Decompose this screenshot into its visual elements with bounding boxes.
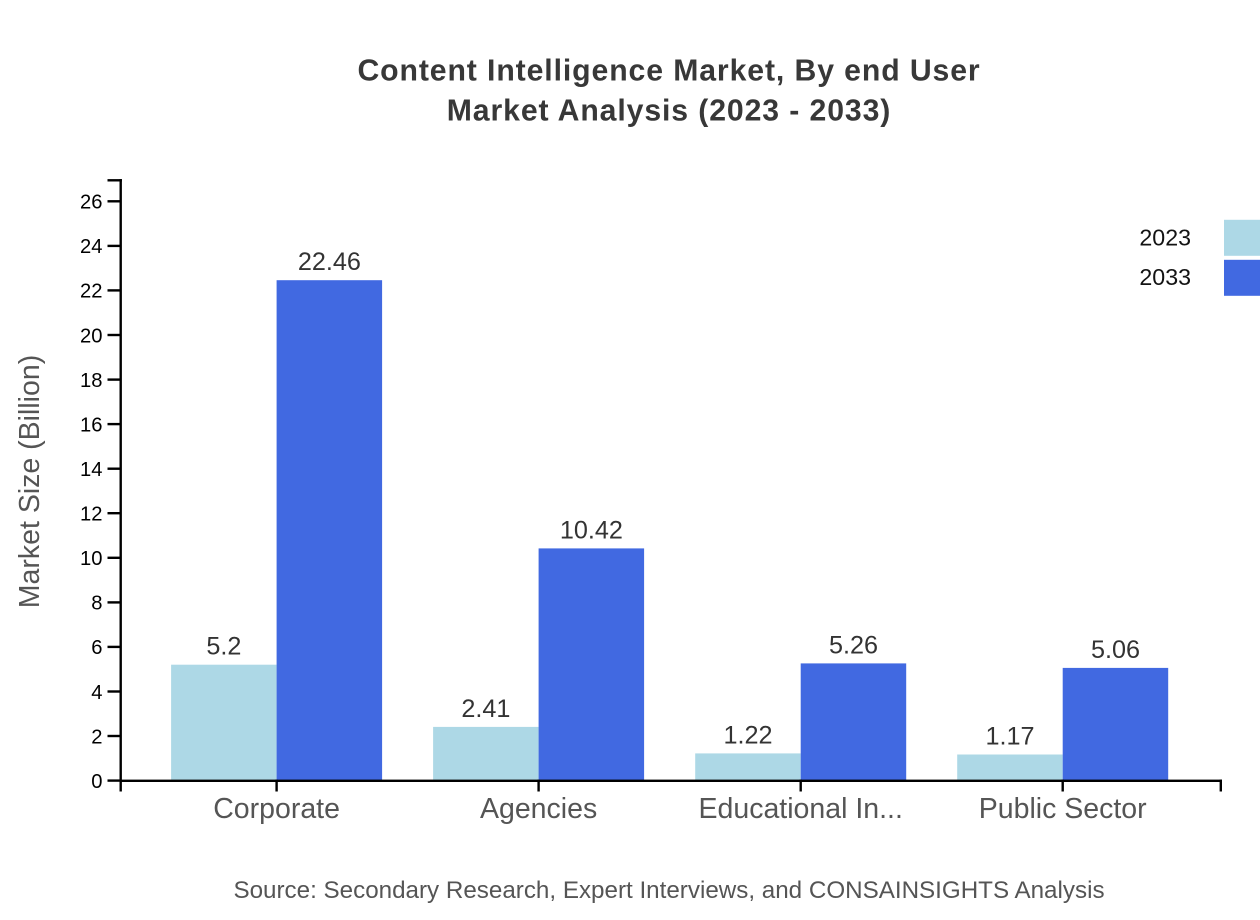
svg-text:Market Size (Billion): Market Size (Billion) [14,355,46,608]
svg-text:14: 14 [80,459,102,481]
svg-text:5.06: 5.06 [1091,636,1140,664]
svg-text:26: 26 [80,192,102,214]
svg-text:24: 24 [80,236,102,258]
svg-text:5.26: 5.26 [829,631,878,659]
svg-text:1.22: 1.22 [723,721,772,749]
svg-text:18: 18 [80,370,102,392]
svg-text:Source: Secondary Research, Ex: Source: Secondary Research, Expert Inter… [233,877,1104,904]
svg-text:Corporate: Corporate [213,793,340,825]
svg-text:6: 6 [91,637,102,659]
svg-text:4: 4 [91,682,102,704]
svg-text:16: 16 [80,414,102,436]
svg-text:22: 22 [80,281,102,303]
svg-text:Market Analysis (2023 - 2033): Market Analysis (2023 - 2033) [447,94,891,127]
svg-text:2: 2 [91,726,102,748]
svg-text:12: 12 [80,504,102,526]
svg-text:Public Sector: Public Sector [979,793,1147,825]
svg-text:10: 10 [80,548,102,570]
svg-text:2033: 2033 [1139,264,1191,290]
svg-text:8: 8 [91,593,102,615]
svg-text:22.46: 22.46 [298,248,361,276]
svg-text:Agencies: Agencies [480,793,597,825]
svg-text:10.42: 10.42 [560,516,623,544]
svg-text:5.2: 5.2 [206,633,241,661]
svg-text:2023: 2023 [1139,224,1191,250]
svg-text:Educational In...: Educational In... [699,793,903,825]
svg-text:1.17: 1.17 [985,723,1034,751]
svg-text:Content Intelligence Market, B: Content Intelligence Market, By end User [357,54,980,87]
svg-text:0: 0 [91,771,102,793]
svg-text:2.41: 2.41 [461,695,510,723]
svg-text:20: 20 [80,325,102,347]
